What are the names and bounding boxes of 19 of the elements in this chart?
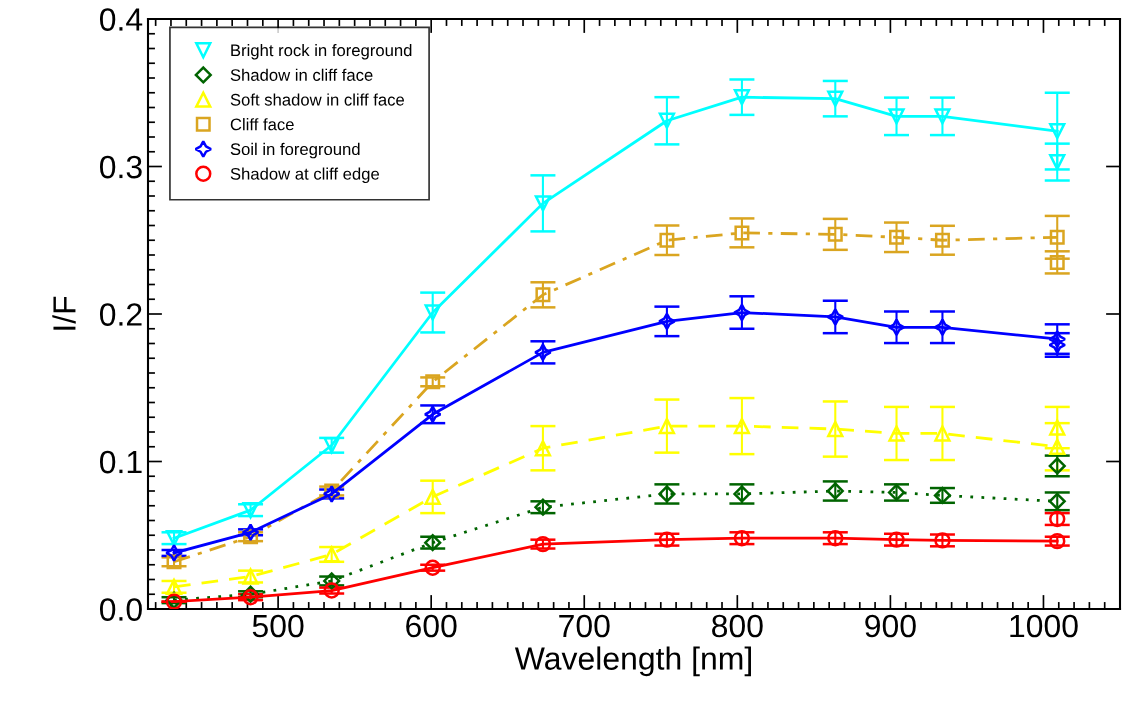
x-tick-label: 500 (252, 614, 304, 638)
x-tick-label: 600 (406, 614, 457, 638)
x-tick-label: 700 (559, 614, 610, 638)
y-tick-label: 0.2 (99, 303, 142, 326)
y-tick-label: 0.3 (99, 155, 142, 179)
legend-label: Shadow in cliff face (230, 68, 373, 81)
legend-label: Soft shadow in cliff face (230, 93, 404, 106)
x-tick-label: 800 (712, 614, 763, 638)
legend-label: Cliff face (230, 118, 294, 131)
x-axis-title: Wavelength [nm] (514, 646, 751, 677)
x-tick-label: 1000 (1010, 614, 1078, 638)
y-tick-label: 0.1 (99, 450, 142, 474)
x-tick-label: 900 (865, 614, 916, 638)
y-tick-label: 0.0 (99, 598, 142, 621)
legend-label: Soil in foreground (230, 142, 360, 159)
y-tick-label: 0.4 (99, 8, 143, 31)
legend-label: Shadow at cliff edge (230, 167, 380, 184)
y-axis-title: I/F (52, 296, 76, 330)
legend-label: Bright rock in foreground (231, 44, 412, 60)
